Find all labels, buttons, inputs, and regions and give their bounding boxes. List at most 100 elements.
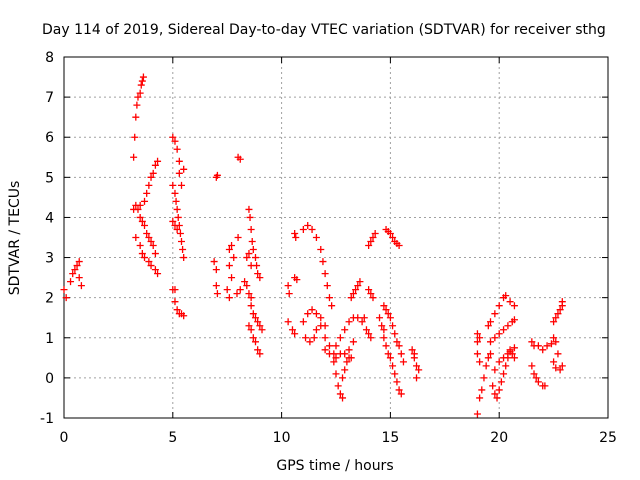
data-point — [132, 113, 140, 121]
data-point — [131, 133, 139, 141]
data-point — [495, 330, 503, 338]
data-point — [180, 312, 188, 320]
data-point — [552, 338, 560, 346]
series-pass-g1 — [332, 314, 366, 350]
data-point — [354, 282, 362, 290]
data-point — [213, 171, 221, 179]
data-point — [73, 262, 81, 270]
data-point — [482, 362, 490, 370]
y-tick-labels: -1 0 1 2 3 4 5 6 7 8 — [40, 50, 54, 427]
data-point — [491, 366, 499, 374]
data-point — [75, 258, 83, 266]
data-point — [365, 286, 373, 294]
data-point — [137, 81, 145, 89]
data-points — [60, 73, 566, 418]
data-point — [550, 318, 558, 326]
data-point — [223, 286, 231, 294]
data-point — [178, 238, 186, 246]
data-point — [325, 342, 333, 350]
data-point — [212, 282, 220, 290]
series-pass-d4 — [233, 153, 244, 298]
data-point — [347, 354, 355, 362]
data-point — [380, 302, 388, 310]
series-pass-k4 — [550, 334, 566, 374]
series-pass-e2 — [243, 250, 255, 270]
series-pass-i2 — [380, 334, 405, 398]
data-point — [256, 322, 264, 330]
data-point — [473, 350, 481, 358]
data-point — [151, 266, 159, 274]
data-point — [386, 354, 394, 362]
data-point — [180, 254, 188, 262]
data-point — [554, 310, 562, 318]
data-point — [336, 390, 344, 398]
data-point — [145, 181, 153, 189]
data-point — [500, 326, 508, 334]
series-pass-a1 — [60, 286, 70, 302]
data-point — [213, 290, 221, 298]
data-point — [528, 362, 536, 370]
data-point — [251, 338, 259, 346]
data-point — [173, 306, 181, 314]
data-point — [171, 298, 179, 306]
x-tick-labels: 0 5 10 15 20 25 — [60, 430, 617, 446]
data-point — [143, 189, 151, 197]
data-point — [130, 153, 138, 161]
data-point — [484, 322, 492, 330]
data-point — [69, 270, 77, 278]
data-point — [528, 338, 536, 346]
data-point — [332, 342, 340, 350]
series-pass-g2 — [336, 338, 357, 358]
data-point — [302, 334, 310, 342]
x-tick-label: 10 — [273, 430, 291, 446]
series-pass-c5 — [171, 298, 188, 320]
data-point — [210, 258, 218, 266]
data-point — [312, 326, 320, 334]
series-pass-j2 — [473, 330, 484, 366]
data-point — [247, 326, 255, 334]
series-pass-g4 — [347, 278, 364, 302]
data-point — [147, 173, 155, 181]
data-point — [341, 326, 349, 334]
data-point — [339, 374, 347, 382]
data-point — [71, 266, 79, 274]
data-point — [552, 314, 560, 322]
data-point — [554, 350, 562, 358]
y-tick-label: 5 — [45, 170, 54, 186]
data-point — [532, 374, 540, 382]
series-pass-c4 — [169, 286, 179, 294]
data-point — [319, 258, 327, 266]
series-pass-c3 — [169, 217, 181, 233]
data-point — [247, 262, 255, 270]
data-point — [349, 290, 357, 298]
data-point — [376, 314, 384, 322]
data-point — [180, 165, 188, 173]
y-tick-label: 2 — [45, 291, 54, 307]
data-point — [508, 350, 516, 358]
gridlines — [64, 57, 608, 418]
data-point — [330, 358, 338, 366]
x-tick-label: 20 — [490, 430, 508, 446]
data-point — [292, 234, 300, 241]
data-point — [321, 270, 329, 278]
data-point — [62, 294, 70, 302]
data-point — [493, 394, 501, 402]
data-point — [384, 350, 392, 358]
data-point — [339, 394, 347, 402]
series-pass-f6 — [321, 346, 347, 402]
data-point — [304, 221, 312, 229]
series-pass-h1 — [365, 229, 379, 250]
data-point — [399, 358, 407, 366]
data-point — [486, 318, 494, 326]
data-point — [312, 234, 320, 241]
data-point — [413, 362, 421, 370]
series-pass-d3 — [223, 242, 238, 302]
data-point — [147, 238, 155, 246]
data-point — [504, 322, 512, 330]
series-pass-e3 — [241, 278, 255, 302]
data-point — [149, 242, 157, 250]
data-point — [247, 302, 255, 310]
data-point — [336, 334, 344, 342]
data-point — [230, 254, 238, 262]
data-point — [225, 262, 233, 270]
